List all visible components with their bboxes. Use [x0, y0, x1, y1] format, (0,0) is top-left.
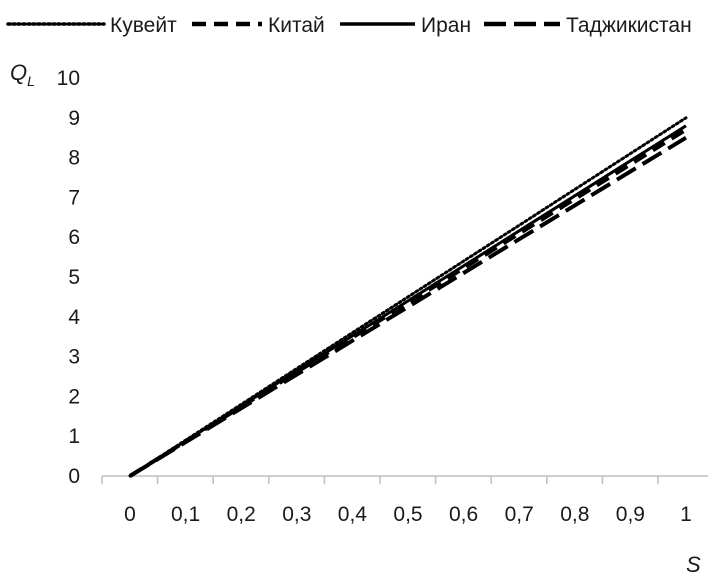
legend-item: Иран — [340, 14, 471, 37]
legend-item: Китай — [192, 14, 325, 37]
y-tick-label: 4 — [68, 306, 80, 329]
legend-label: Кувейт — [110, 14, 177, 37]
y-axis-title-main: Q — [10, 60, 27, 85]
y-tick-label: 9 — [68, 107, 80, 130]
legend-label: Таджикистан — [566, 14, 692, 37]
y-tick-label: 5 — [68, 266, 80, 289]
legend: Кувейт Китай Иран Таджикистан — [6, 14, 692, 37]
y-axis: 0 1 2 3 4 5 6 7 8 9 10 — [57, 67, 81, 488]
x-tick-label: 0,6 — [449, 503, 478, 526]
y-tick-label: 8 — [68, 147, 80, 170]
x-tick-label: 0,2 — [227, 503, 256, 526]
legend-label: Китай — [268, 14, 325, 37]
x-axis-title: S — [686, 552, 701, 576]
x-tick-label: 0 — [124, 503, 136, 526]
series-line — [128, 135, 688, 478]
y-tick-label: 0 — [68, 465, 80, 488]
x-tick-label: 0,9 — [616, 503, 645, 526]
series-line — [129, 124, 687, 478]
y-tick-label: 2 — [68, 385, 80, 408]
x-tick-label: 1 — [680, 503, 692, 526]
y-tick-label: 10 — [57, 67, 80, 90]
legend-item: Кувейт — [6, 14, 177, 37]
x-tick-label: 0,5 — [393, 503, 422, 526]
x-tick-label: 0,1 — [171, 503, 200, 526]
y-tick-label: 7 — [68, 186, 80, 209]
x-axis: 0 0,1 0,2 0,3 0,4 0,5 0,6 0,7 0,8 0,9 1 — [101, 475, 708, 526]
y-tick-label: 1 — [68, 425, 80, 448]
y-axis-title-sub: L — [27, 73, 35, 89]
y-tick-label: 3 — [68, 346, 80, 369]
x-tick-label: 0,7 — [505, 503, 534, 526]
legend-label: Иран — [421, 14, 471, 37]
legend-item: Таджикистан — [484, 14, 692, 37]
x-tick-label: 0,3 — [282, 503, 311, 526]
x-tick-label: 0,4 — [338, 503, 368, 526]
plot-area — [128, 116, 688, 478]
y-axis-title: QL — [10, 60, 35, 89]
y-tick-label: 6 — [68, 226, 80, 249]
x-tick-label: 0,8 — [560, 503, 589, 526]
